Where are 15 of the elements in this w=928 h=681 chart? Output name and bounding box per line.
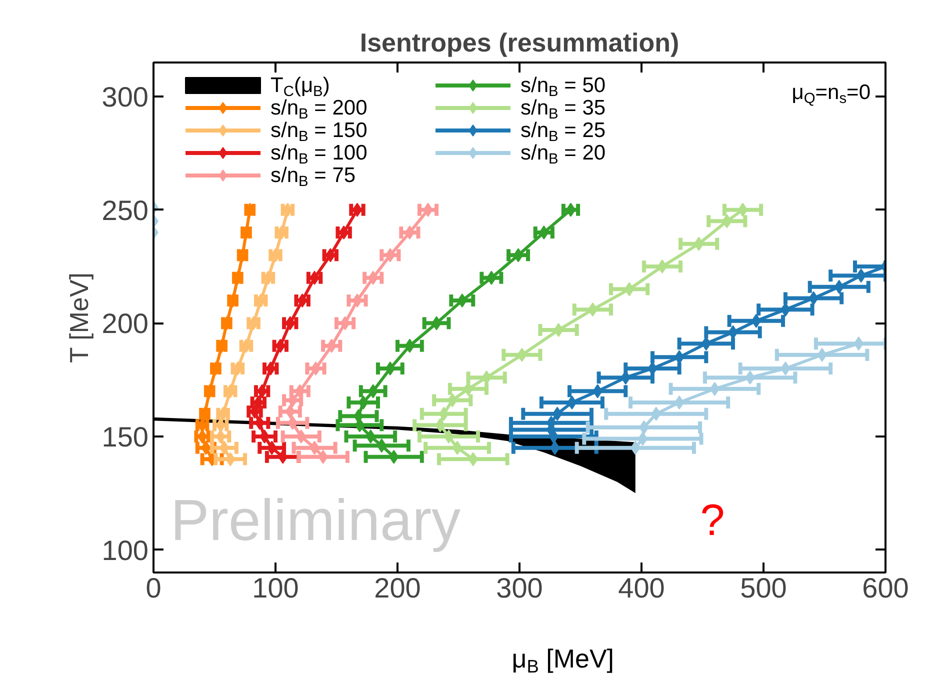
x-tick-label: 200: [374, 572, 421, 604]
y-tick-label: 250: [102, 194, 148, 226]
x-tick-label: 0: [146, 572, 162, 604]
annotation: ?: [700, 496, 725, 545]
x-tick-label: 400: [618, 572, 665, 604]
y-tick-label: 100: [102, 534, 148, 566]
y-axis-title: T [MeV]: [64, 272, 94, 364]
x-tick-label: 300: [496, 572, 543, 604]
y-tick-label: 200: [102, 308, 148, 340]
x-tick-label: 100: [252, 572, 299, 604]
y-tick-label: 150: [102, 422, 148, 452]
y-tick-label: 300: [102, 82, 148, 112]
x-tick-label: 500: [740, 572, 787, 604]
x-tick-label: 600: [862, 572, 909, 604]
chart-title: Isentropes (resummation): [360, 28, 680, 58]
